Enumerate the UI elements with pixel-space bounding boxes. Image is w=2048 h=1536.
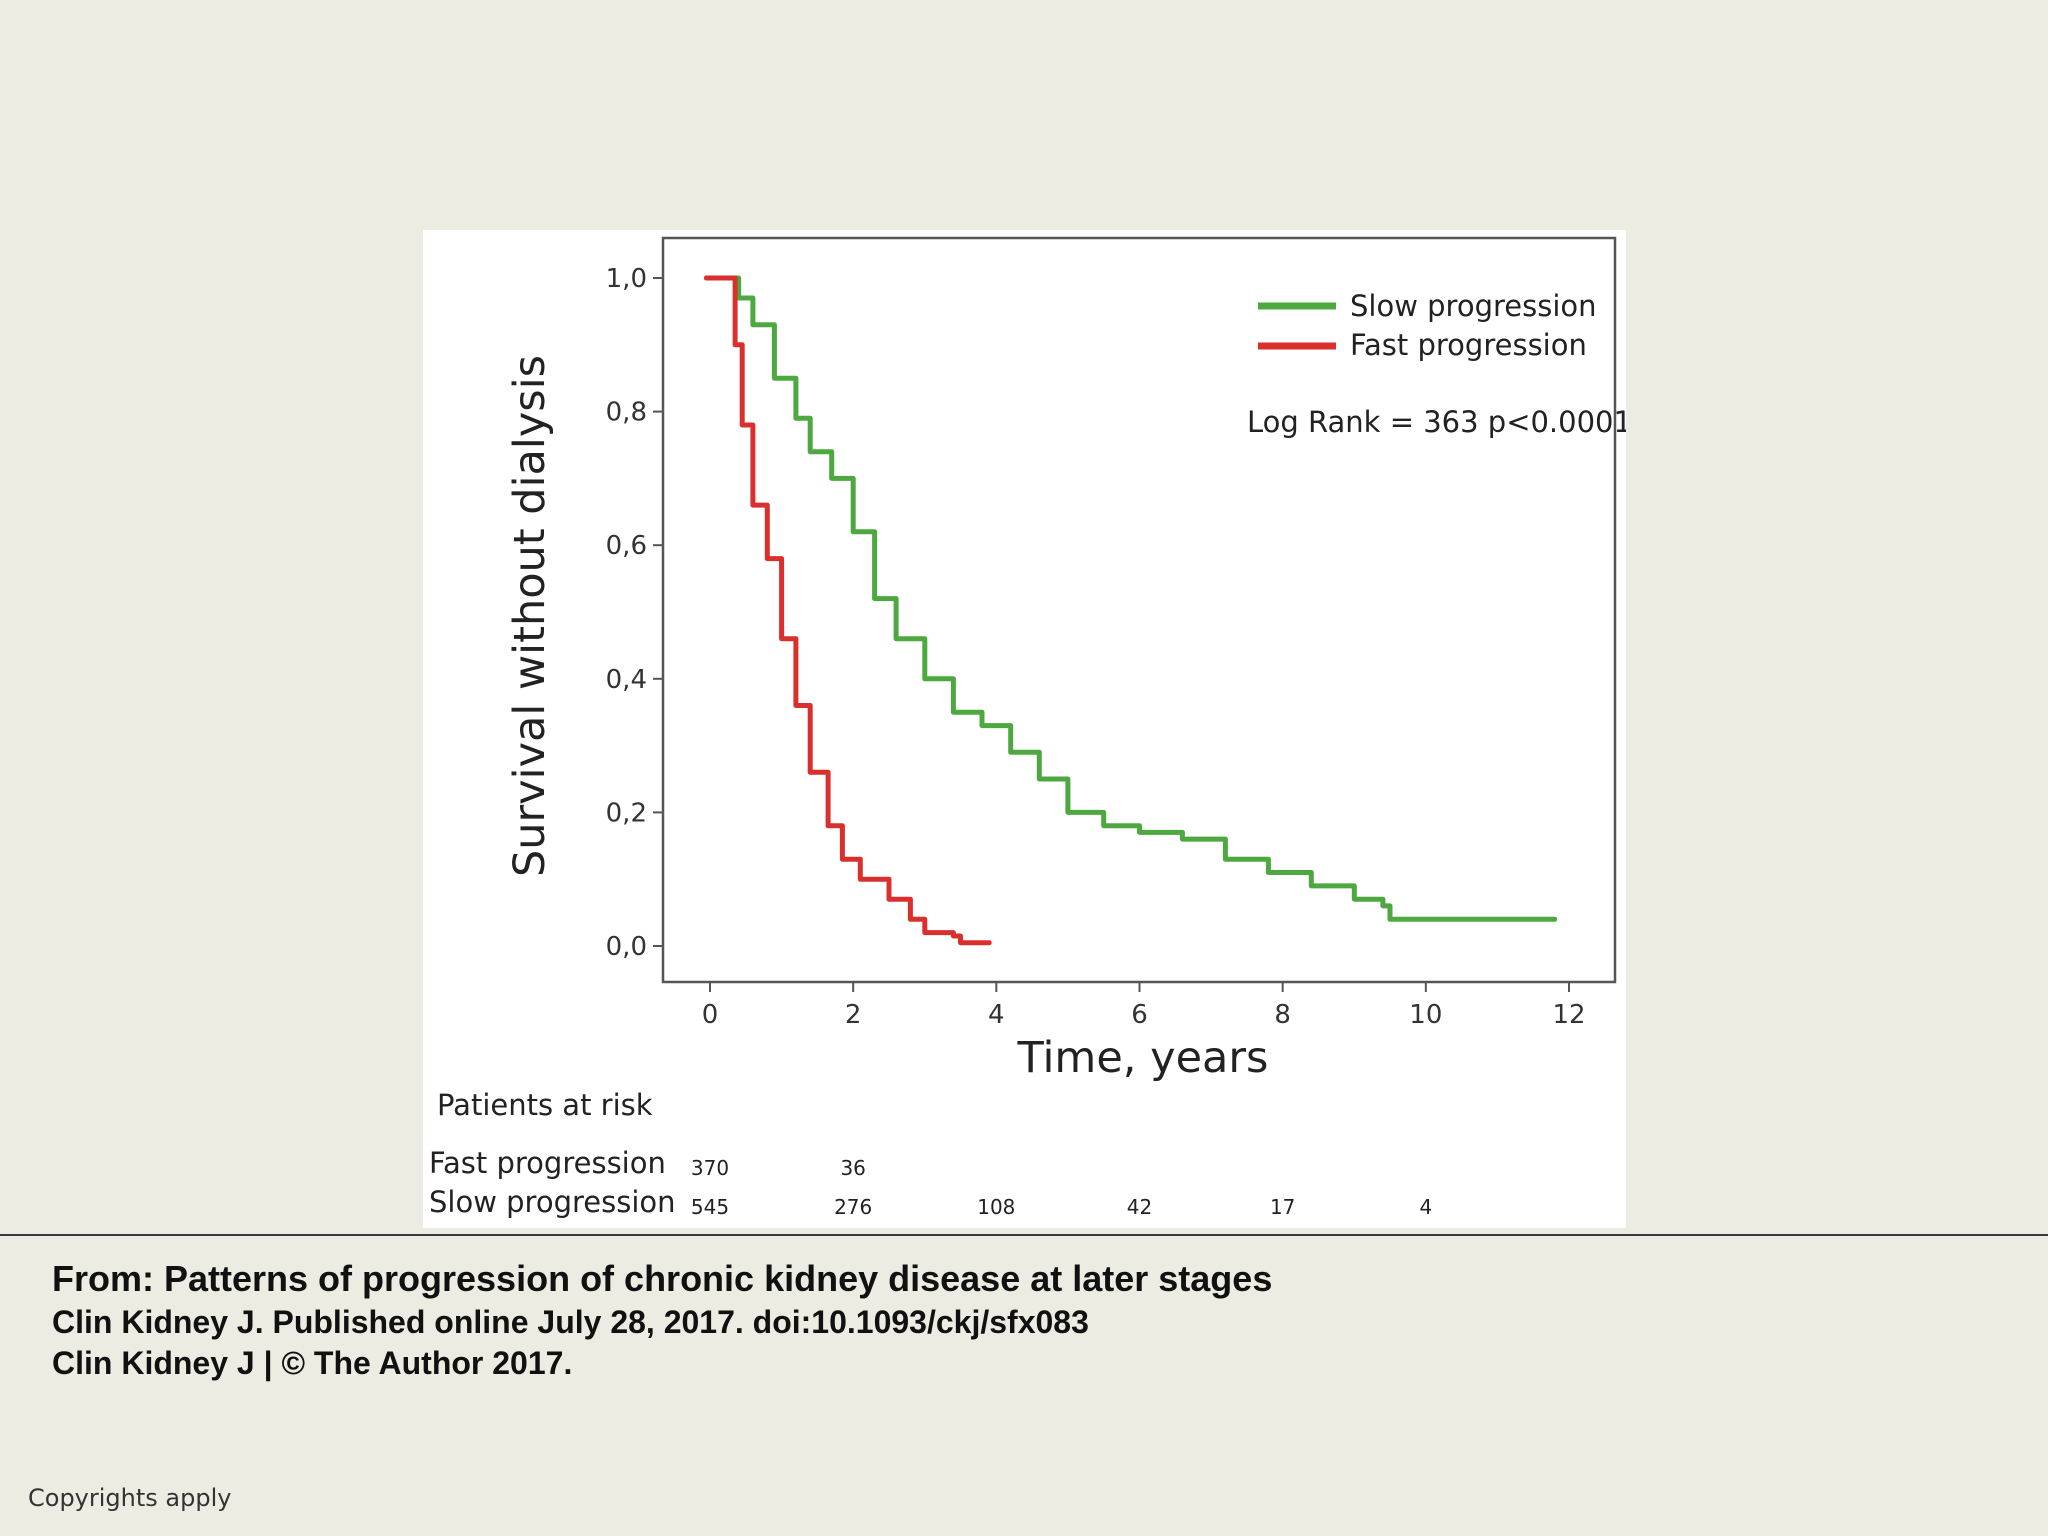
x-tick-label: 12 <box>1552 1000 1585 1030</box>
risk-row-label-slow: Slow progression <box>429 1185 676 1219</box>
y-tick-label: 0,8 <box>606 398 647 428</box>
series-line-slow-progression <box>703 275 1558 922</box>
y-axis-label: Survival without dialysis <box>505 355 555 877</box>
risk-value: 276 <box>834 1195 872 1219</box>
y-axis: 0,0 0,2 0,4 0,6 0,8 1,0 <box>606 264 663 962</box>
copyrights-note: Copyrights apply <box>28 1484 232 1512</box>
y-tick-label: 0,2 <box>606 798 647 828</box>
x-axis-label: Time, years <box>1017 1033 1269 1083</box>
risk-value: 36 <box>840 1156 865 1180</box>
x-axis: 0 2 4 6 8 10 12 <box>702 982 1586 1030</box>
risk-value: 17 <box>1270 1195 1295 1219</box>
y-tick-label: 0,6 <box>606 531 647 561</box>
caption-copyright-line: Clin Kidney J | © The Author 2017. <box>52 1345 573 1381</box>
risk-value: 370 <box>691 1156 729 1180</box>
caption-divider <box>0 1234 2048 1236</box>
caption-title: From: Patterns of progression of chronic… <box>52 1258 1273 1299</box>
x-tick-label: 8 <box>1274 1000 1291 1030</box>
risk-row-label-fast: Fast progression <box>429 1146 666 1180</box>
series-line-fast-progression <box>703 275 992 946</box>
risk-value: 108 <box>977 1195 1015 1219</box>
figure-panel: 0,0 0,2 0,4 0,6 0,8 1,0 0 2 4 6 8 10 12 Survival wi… <box>423 230 1626 1228</box>
risk-table-title: Patients at risk <box>437 1088 653 1122</box>
y-tick-label: 0,4 <box>606 665 647 695</box>
x-tick-label: 10 <box>1409 1000 1442 1030</box>
risk-value: 4 <box>1419 1195 1432 1219</box>
x-tick-label: 0 <box>702 1000 719 1030</box>
legend-label-fast: Fast progression <box>1350 328 1587 362</box>
y-tick-label: 1,0 <box>606 264 647 294</box>
y-tick-label: 0,0 <box>606 932 647 962</box>
caption-journal-line: Clin Kidney J. Published online July 28,… <box>52 1304 1089 1340</box>
risk-value: 545 <box>691 1195 729 1219</box>
x-tick-label: 2 <box>845 1000 862 1030</box>
risk-table: Patients at risk Fast progression Slow p… <box>429 1088 1432 1219</box>
log-rank-annotation: Log Rank = 363 p<0.0001 <box>1247 405 1626 439</box>
x-tick-label: 4 <box>988 1000 1005 1030</box>
risk-value: 42 <box>1127 1195 1152 1219</box>
plot-frame <box>661 236 1617 984</box>
series-layer <box>703 275 1558 946</box>
km-survival-chart: 0,0 0,2 0,4 0,6 0,8 1,0 0 2 4 6 8 10 12 Survival wi… <box>429 236 1626 1219</box>
legend: Slow progression Fast progression <box>1258 289 1597 362</box>
legend-label-slow: Slow progression <box>1350 289 1597 323</box>
risk-values: 370 36 545 276 108 42 17 4 <box>691 1156 1432 1219</box>
x-tick-label: 6 <box>1131 1000 1148 1030</box>
